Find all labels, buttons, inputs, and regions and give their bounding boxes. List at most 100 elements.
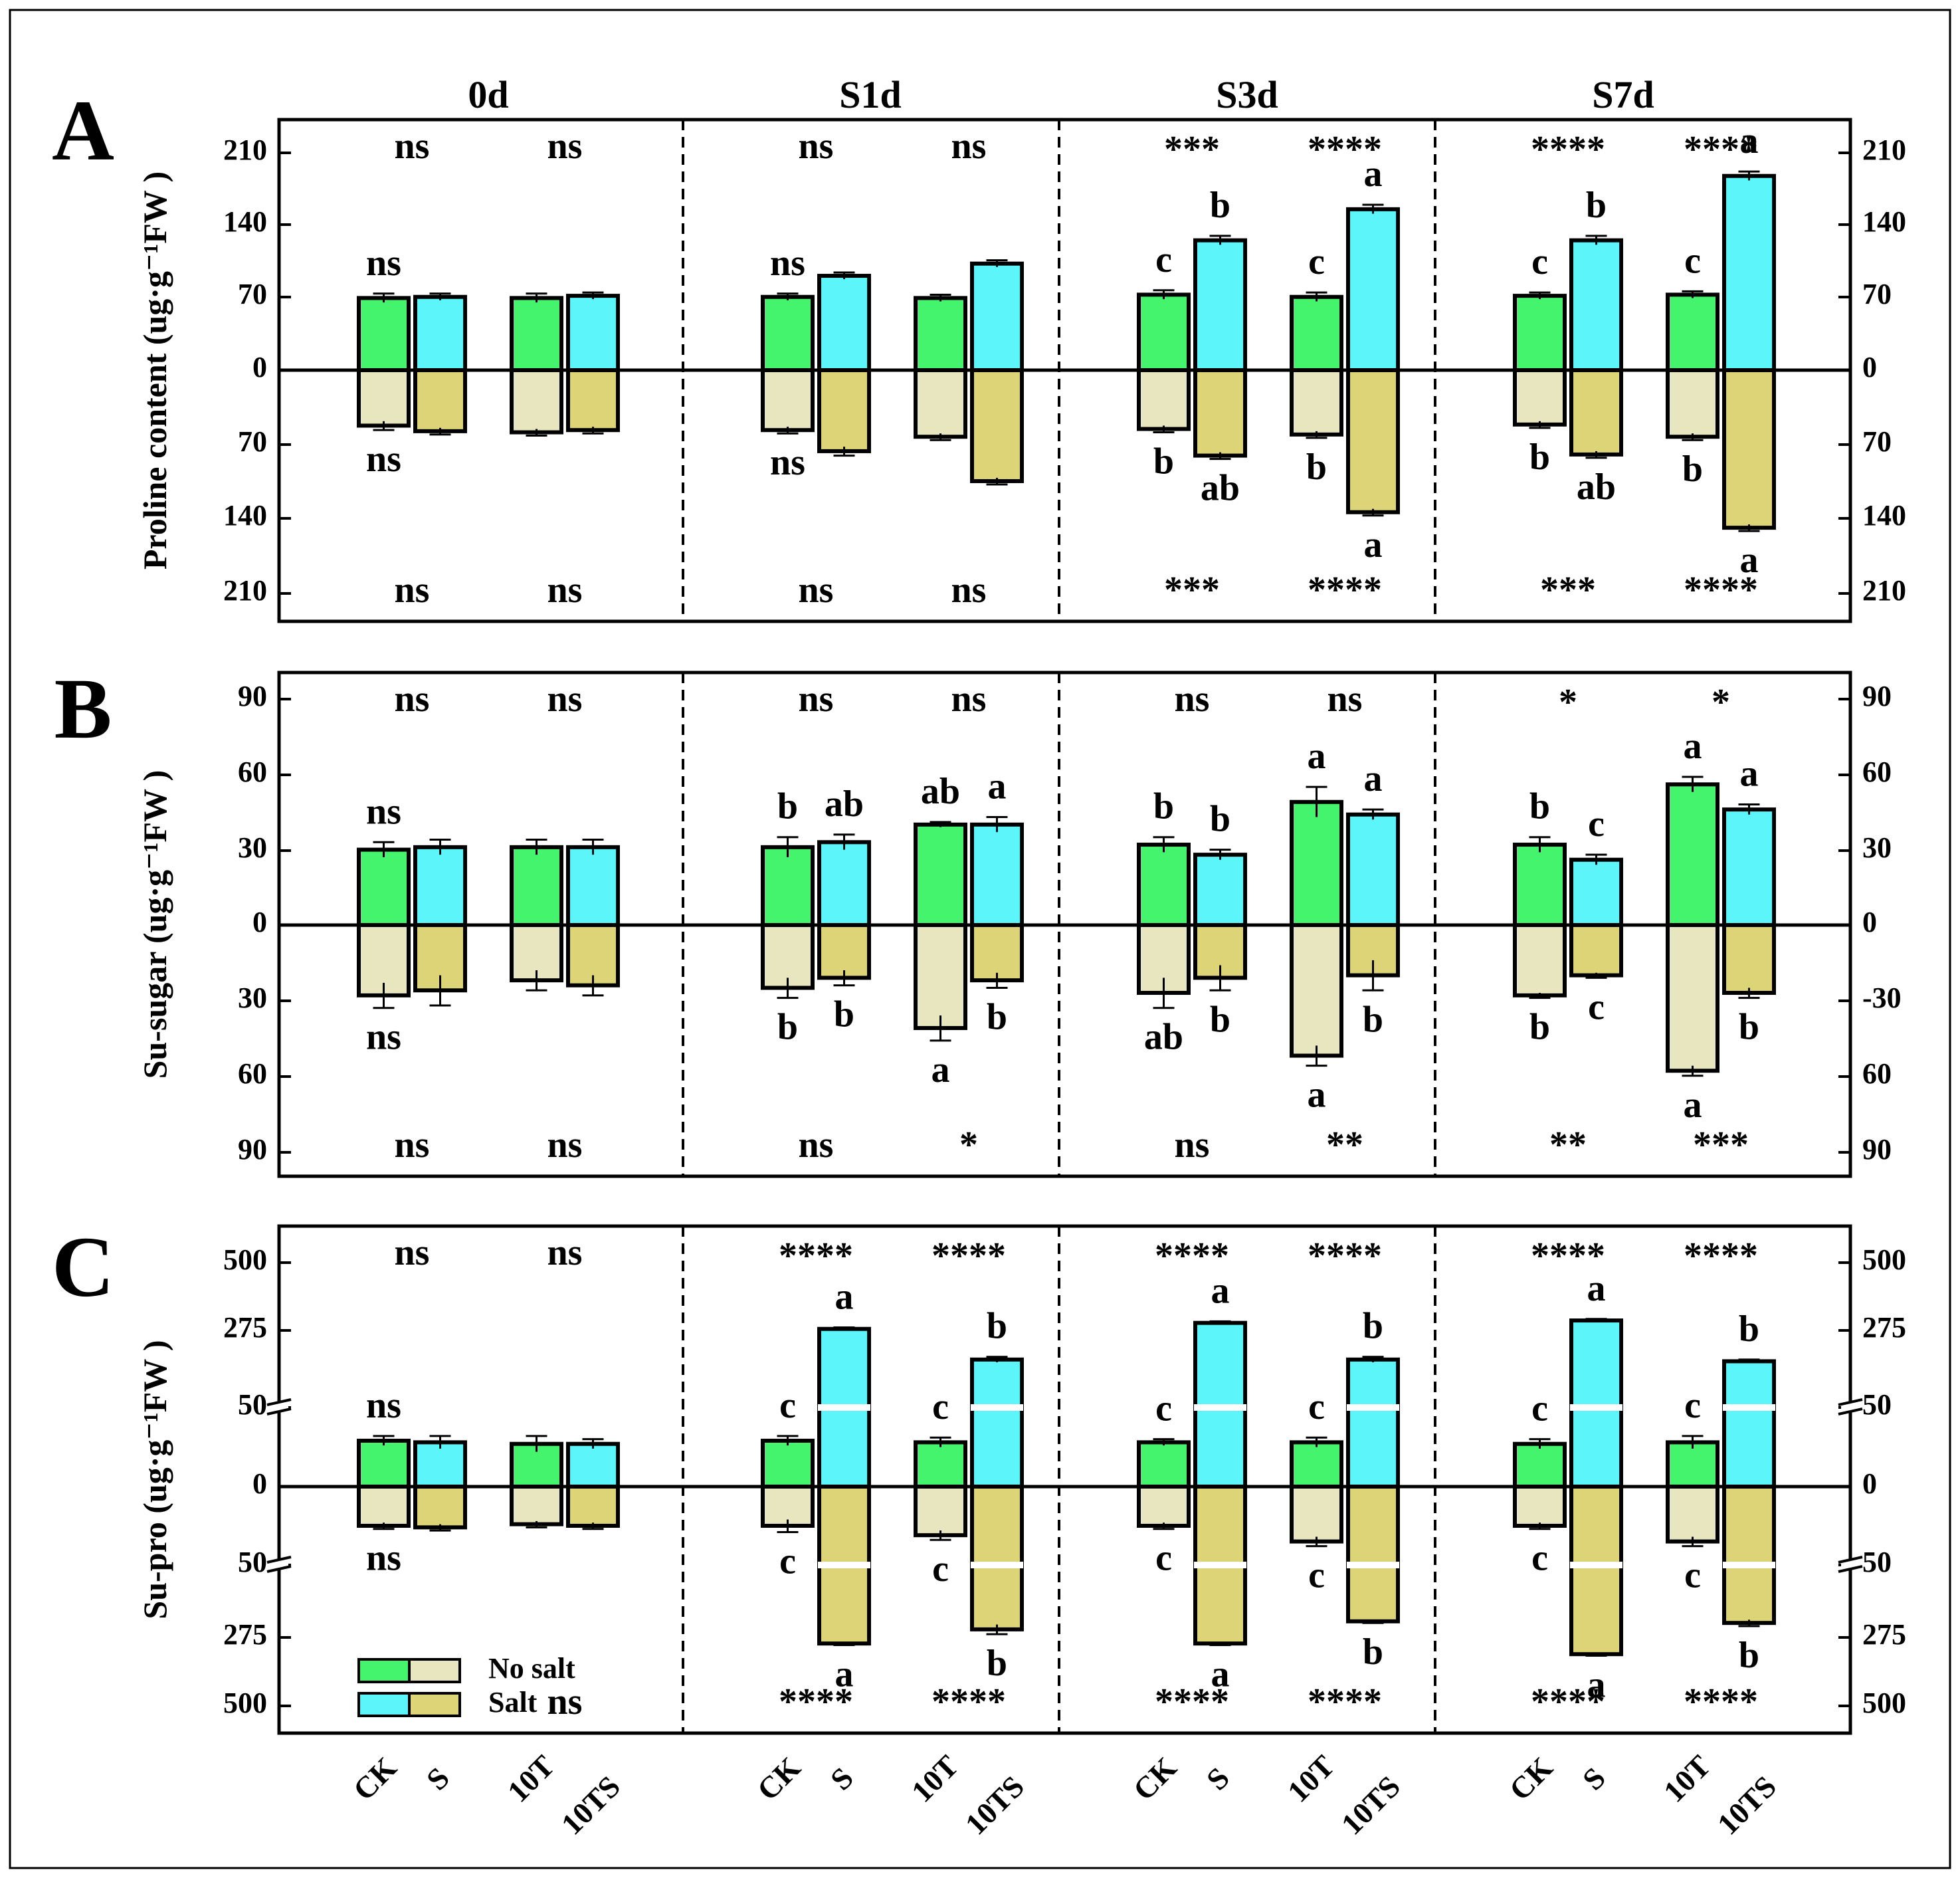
panel-c-letter-label: c xyxy=(1684,1555,1701,1596)
panel-a-letter-label: a xyxy=(1364,524,1383,566)
panel-b-letter-label: b xyxy=(1210,999,1230,1040)
panel-b-letter-label: b xyxy=(834,994,854,1035)
panel-a-significance-label: ns xyxy=(395,570,430,611)
panel-a-bar-salt-down xyxy=(1193,368,1247,458)
panel-a-letter-label: b xyxy=(1586,185,1607,226)
panel-b-tick-label-left: 0 xyxy=(252,906,267,938)
panel-a-bar-salt-down xyxy=(1569,368,1623,457)
panel-c-bar-no-salt-down xyxy=(1666,1485,1719,1544)
panel-a-significance-label: ns xyxy=(547,126,583,167)
panel-b-bar-salt-down xyxy=(817,923,871,980)
panel-b-bar-no-salt-up xyxy=(1666,782,1719,927)
panel-b-significance-label: ns xyxy=(1175,678,1210,720)
panel-a-letter-label: c xyxy=(1155,239,1172,280)
panel-b-significance-label: ns xyxy=(799,678,834,720)
panel-a-letter-label: a xyxy=(1740,540,1759,581)
panel-a-bar-salt-up xyxy=(1569,238,1623,372)
panel-a-significance-label: ns xyxy=(951,570,987,611)
panel-a-tick-label-left: 70 xyxy=(238,425,267,458)
panel-b-tick-label-left: 60 xyxy=(238,1057,267,1090)
day-header-0d: 0d xyxy=(468,73,508,116)
panel-b-significance-label: ns xyxy=(799,1124,834,1166)
panel-c-significance-label: ns xyxy=(395,1232,430,1273)
panel-c-significance-label: **** xyxy=(1308,1681,1382,1722)
panel-c-letter-label: c xyxy=(1684,1385,1701,1426)
panel-b-bar-no-salt-up xyxy=(1137,843,1191,928)
panel-b-letter-label: b xyxy=(1529,786,1550,827)
panel-c-significance-label: **** xyxy=(1684,1235,1758,1277)
panel-a-letter-label: ab xyxy=(1201,468,1240,509)
panel-b-letter-label: ab xyxy=(921,771,960,812)
panel-c-axis-break-mark xyxy=(1838,1556,1863,1564)
panel-b-significance-label: ** xyxy=(1326,1124,1363,1166)
panel-a-letter-label: a xyxy=(1364,154,1383,195)
panel-a-letter-label: a xyxy=(1740,120,1759,161)
panel-c-letter-label: b xyxy=(987,1643,1007,1684)
panel-b-significance-label: ns xyxy=(547,678,583,720)
panel-b-letter-label: b xyxy=(777,786,798,827)
panel-c-bar-salt-up xyxy=(1722,1359,1776,1489)
panel-a-bar-salt-up xyxy=(1722,173,1776,372)
panel-a-significance-label: **** xyxy=(1684,129,1758,170)
panel-a-bar-no-salt-down xyxy=(914,368,967,439)
panel-c-tick-label-left: 50 xyxy=(238,1388,267,1421)
panel-a-tick-label-left: 210 xyxy=(223,134,267,166)
panel-c-letter-label: ns xyxy=(366,1385,401,1426)
panel-a-bar-no-salt-down xyxy=(357,368,411,428)
legend-swatch-salt-down xyxy=(408,1692,461,1717)
panel-b-letter-label: b xyxy=(1363,999,1383,1040)
panel-c-tick-label-right: 50 xyxy=(1862,1546,1892,1578)
panel-a-significance-label: **** xyxy=(1684,570,1758,611)
panel-b-significance-label: ns xyxy=(395,1124,430,1166)
panel-c-tick-label-left: 500 xyxy=(223,1687,267,1719)
panel-a-ylabel: Proline content (ug·g⁻¹FW ) xyxy=(136,171,173,570)
panel-b-bar-salt-up xyxy=(1193,853,1247,928)
panel-b-tick-label-left: 60 xyxy=(238,756,267,788)
panel-b-bar-salt-down xyxy=(970,923,1024,983)
panel-c-letter: C xyxy=(52,1219,114,1315)
panel-a-significance-label: ns xyxy=(547,570,583,611)
panel-a-bar-salt-down xyxy=(1722,368,1776,530)
panel-a-letter-label: ns xyxy=(366,243,401,284)
panel-c-letter-label: a xyxy=(1211,1270,1230,1311)
panel-b-bar-salt-down xyxy=(1722,923,1776,995)
panel-a-bar-no-salt-up xyxy=(1290,294,1343,372)
panel-b-bar-no-salt-down xyxy=(1666,923,1719,1073)
panel-b-significance-label: ns xyxy=(395,678,430,720)
panel-c-bar-no-salt-up xyxy=(1666,1440,1719,1489)
panel-c-axis-break-mark xyxy=(266,1565,292,1573)
panel-b-tick-label-left: 30 xyxy=(238,982,267,1014)
panel-c-tick-label-left: 0 xyxy=(252,1467,267,1500)
panel-c-bar-salt-down xyxy=(1722,1485,1776,1625)
panel-a-bar-salt-up xyxy=(1193,238,1247,372)
panel-b-bar-salt-up xyxy=(566,845,620,927)
panel-c-tick-label-left: 275 xyxy=(223,1311,267,1344)
panel-a-tick-label-left: 210 xyxy=(223,574,267,607)
panel-b-bar-salt-up xyxy=(817,840,871,928)
panel-a-letter-label: ab xyxy=(1577,467,1616,508)
panel-b-significance-label: ns xyxy=(547,1124,583,1166)
panel-a-letter-label: b xyxy=(1210,185,1230,226)
panel-a-letter-label: c xyxy=(1684,240,1701,281)
legend-swatch-salt-up xyxy=(357,1692,411,1717)
legend-label-salt: Salt xyxy=(488,1686,538,1719)
panel-c-axis-break-mark xyxy=(266,1408,292,1415)
panel-c-letter-label: b xyxy=(1363,1306,1383,1347)
panel-a-tick-label-left: 0 xyxy=(252,351,267,383)
panel-b-bar-no-salt-down xyxy=(1513,923,1567,997)
panel-c-significance-label: **** xyxy=(1531,1681,1605,1722)
panel-b-letter-label: a xyxy=(1308,736,1326,777)
panel-c-letter-label: c xyxy=(1155,1388,1172,1429)
panel-a-bar-no-salt-up xyxy=(1666,292,1719,372)
panel-c-bar-salt-down xyxy=(566,1485,620,1528)
panel-c-bar-no-salt-down xyxy=(510,1485,563,1526)
panel-b-bar-salt-down xyxy=(1569,923,1623,978)
panel-c-significance-label: ns xyxy=(547,1232,583,1273)
panel-a-letter-label: b xyxy=(1153,441,1174,482)
panel-c-tick-label-right: 275 xyxy=(1862,1311,1906,1344)
panel-b-bar-no-salt-up xyxy=(357,847,411,927)
panel-c-significance-label: **** xyxy=(779,1681,853,1722)
panel-b-bar-no-salt-down xyxy=(1290,923,1343,1058)
panel-c-tick-label-right: 500 xyxy=(1862,1243,1906,1276)
panel-b-letter-label: ab xyxy=(1144,1017,1183,1058)
